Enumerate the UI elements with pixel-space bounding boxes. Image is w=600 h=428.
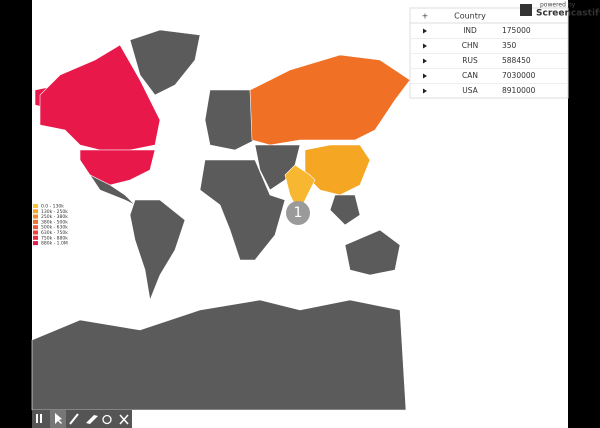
pen-button[interactable] (69, 413, 79, 425)
expand-arrow[interactable] (423, 58, 427, 64)
marker[interactable] (286, 201, 310, 225)
legend-swatch (33, 204, 38, 208)
value-cell: 350 (502, 41, 517, 50)
legend-swatch (33, 214, 38, 219)
timer-button[interactable] (102, 414, 112, 425)
africa (199, 159, 286, 261)
watermark-brand: Screencastify (536, 9, 600, 19)
legend-swatch (33, 230, 38, 235)
greenland (129, 29, 201, 96)
legend-swatch (33, 209, 38, 214)
europe (204, 89, 256, 151)
canada[interactable] (39, 44, 161, 151)
expand-arrow[interactable] (423, 28, 427, 34)
legend-swatch (33, 219, 38, 224)
world-map (31, 29, 411, 411)
marker-label: 1 (294, 205, 303, 221)
southeast-asia (329, 194, 361, 226)
country-cell: USA (462, 86, 478, 95)
country-cell: RUS (462, 56, 478, 65)
toolbar-bg (32, 410, 132, 428)
legend-swatch (33, 241, 38, 246)
legend-label: 380k - 500k (41, 219, 68, 225)
highlighter-button[interactable] (86, 415, 98, 424)
usa[interactable] (79, 149, 156, 186)
close-button[interactable] (119, 414, 129, 425)
watermark-small: powered by (540, 2, 576, 9)
country-cell: CHN (462, 41, 479, 50)
value-cell: 588450 (502, 56, 531, 65)
legend-label: 130k - 250k (41, 209, 68, 215)
expand-header[interactable]: + (422, 12, 429, 21)
expand-arrow[interactable] (423, 43, 427, 49)
column-header: Country (454, 12, 486, 21)
legend-label: 750k - 880k (41, 235, 68, 241)
australia (344, 229, 401, 276)
legend-label: 0.0 - 130k (41, 204, 64, 210)
pause-button[interactable] (36, 414, 38, 423)
legend-label: 880k - 1.0M (41, 241, 68, 247)
antarctica (31, 299, 407, 411)
country-cell: IND (463, 26, 477, 35)
legend-swatch (33, 225, 38, 230)
legend-label: 500k - 630k (41, 225, 68, 231)
country-cell: CAN (462, 71, 478, 80)
data-table: + Country IND 175000 CHN 350 RUS 588450 CAN 703… (409, 7, 569, 99)
legend-label: 630k - 750k (41, 230, 68, 236)
middle-east (254, 144, 301, 191)
south-america (129, 199, 186, 302)
legend-swatch (33, 235, 38, 240)
cursor-icon (55, 413, 62, 424)
legend-label: 250k - 380k (41, 214, 68, 220)
toolbar (32, 410, 132, 428)
expand-arrow[interactable] (423, 73, 427, 79)
pause-button-2 (40, 414, 42, 423)
value-cell: 7030000 (502, 71, 536, 80)
value-cell: 175000 (502, 26, 531, 35)
expand-arrow[interactable] (423, 88, 427, 94)
watermark-logo (520, 4, 532, 16)
value-cell: 8910000 (502, 86, 536, 95)
